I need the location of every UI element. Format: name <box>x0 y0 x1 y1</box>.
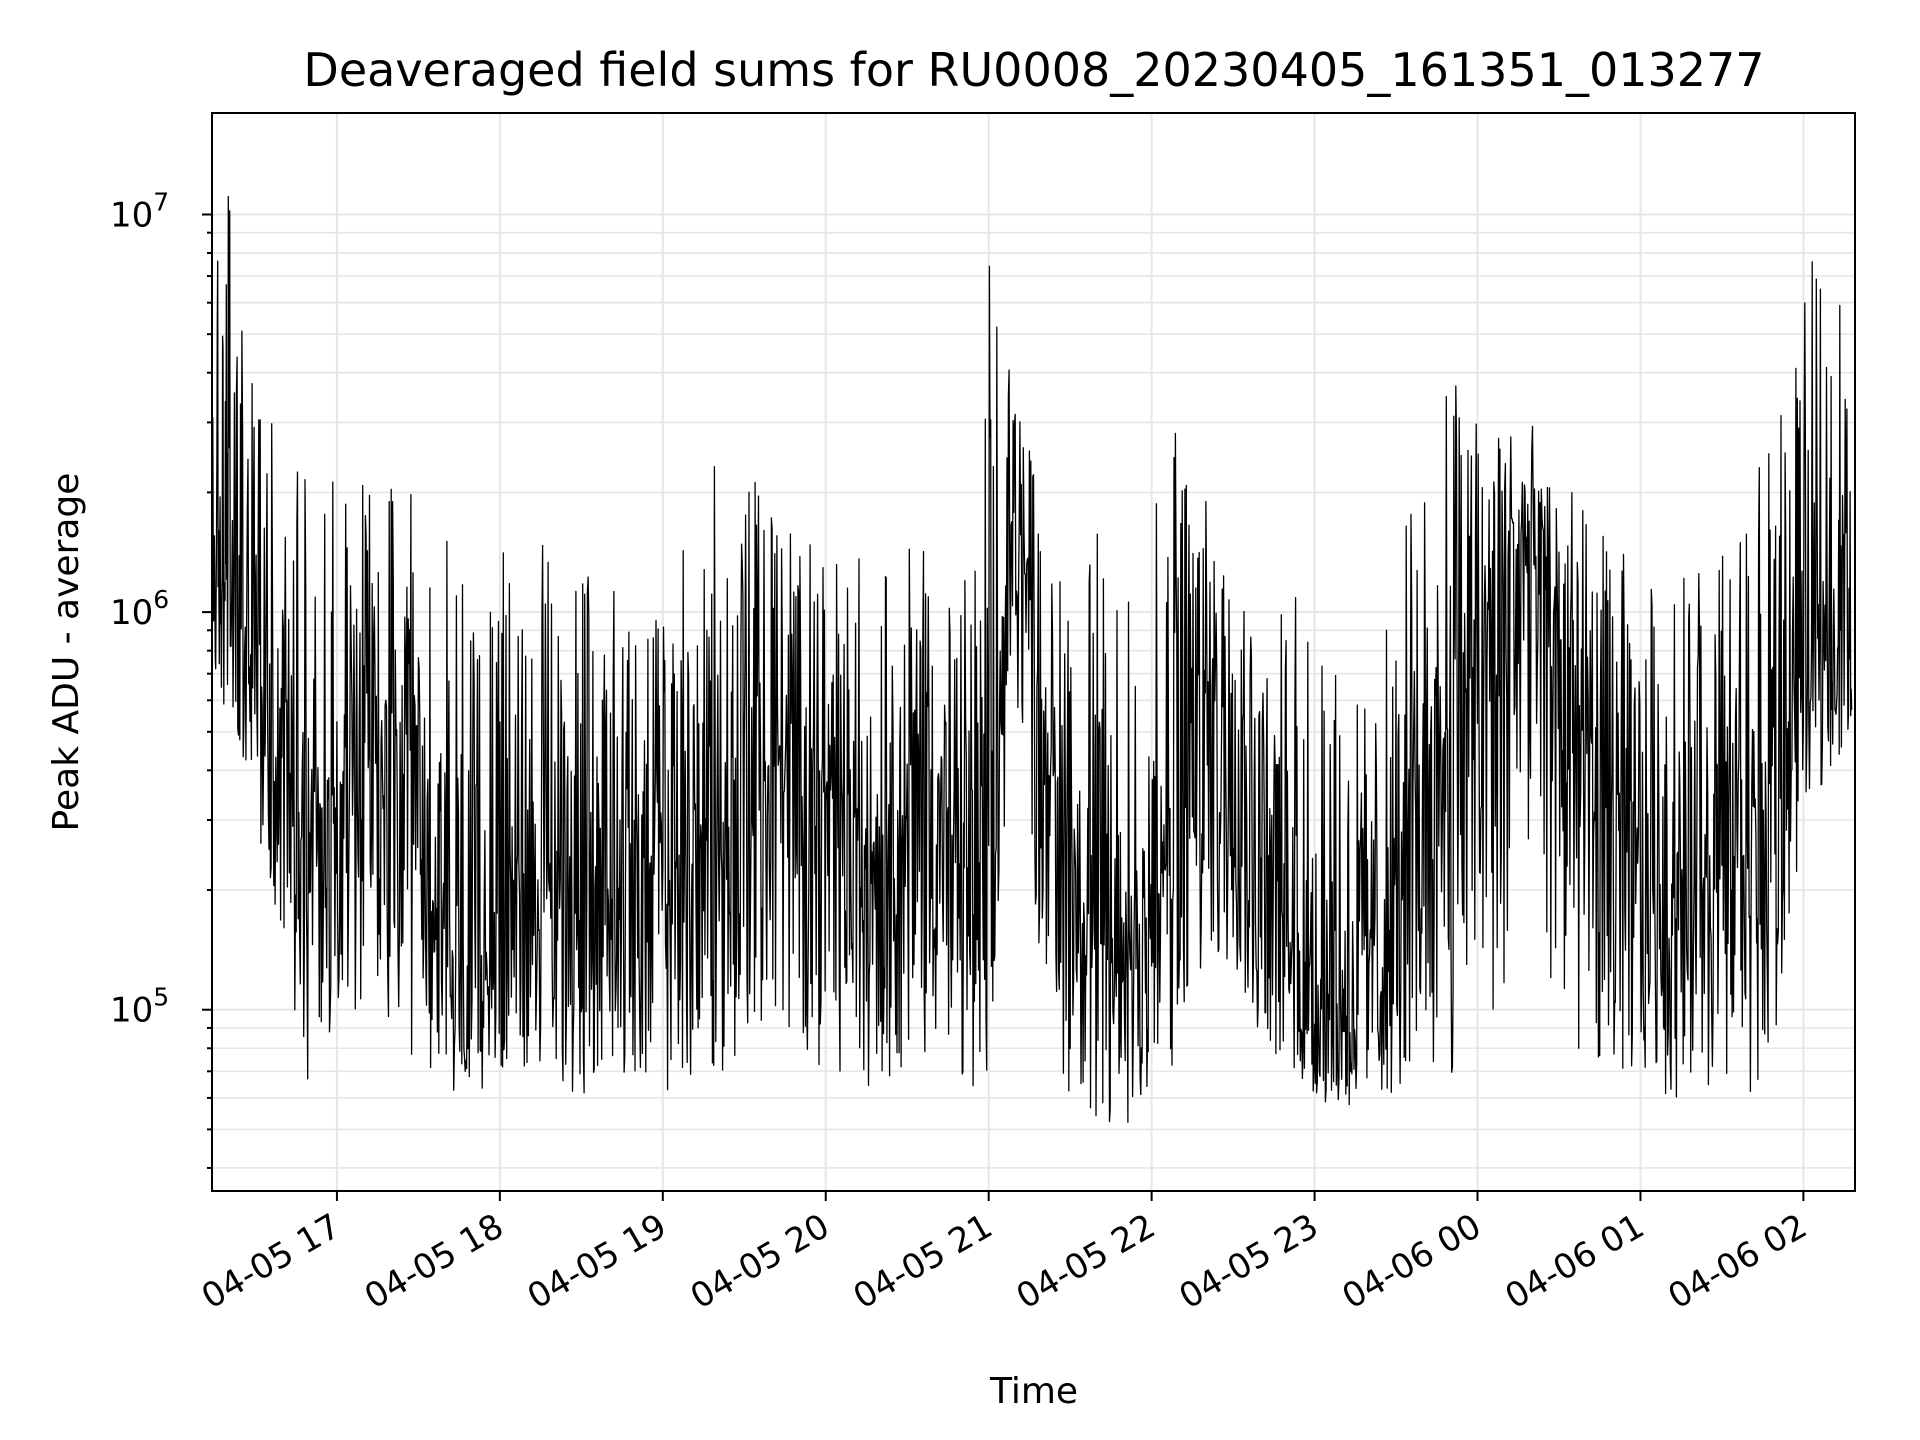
y-tick-exponent: 5 <box>153 983 169 1012</box>
y-tick-base: 10 <box>110 593 153 633</box>
y-tick-exponent: 7 <box>153 187 169 216</box>
plot-frame <box>211 112 1856 1192</box>
plot-area <box>211 112 1856 1192</box>
data-series <box>211 195 1853 1123</box>
x-axis-label: Time <box>989 1371 1078 1412</box>
y-tick-base: 10 <box>110 991 153 1031</box>
y-tick-label: 107 <box>110 187 169 235</box>
y-axis-label: Peak ADU - average <box>46 473 87 832</box>
series-layer <box>211 195 1853 1123</box>
y-tick-base: 10 <box>110 195 153 235</box>
y-tick-label: 106 <box>110 585 169 633</box>
chart-title: Deaveraged field sums for RU0008_2023040… <box>303 43 1764 97</box>
y-tick-exponent: 6 <box>153 585 169 614</box>
series-line <box>211 195 1853 1123</box>
y-tick-label: 105 <box>110 983 169 1031</box>
grid-lines <box>212 113 1855 1191</box>
